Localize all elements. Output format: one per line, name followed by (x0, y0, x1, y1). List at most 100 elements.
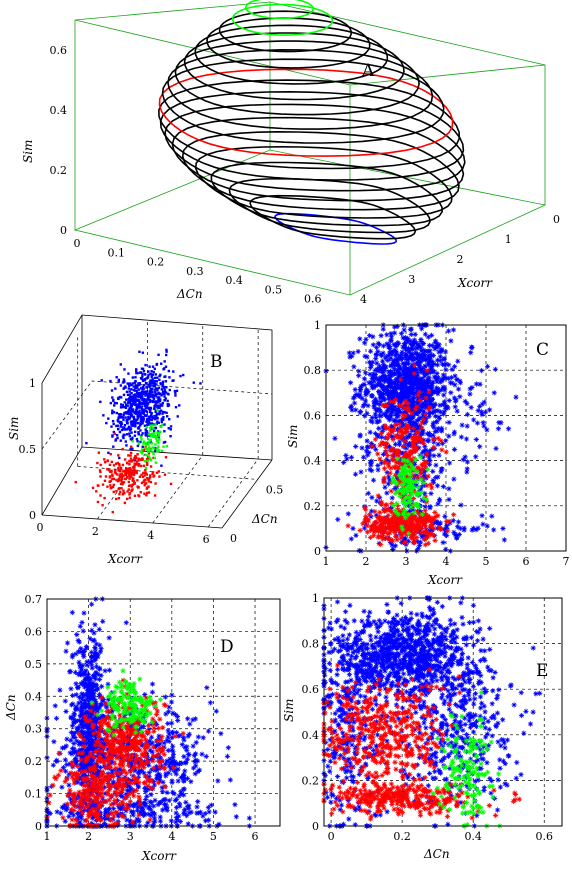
data-point-green (141, 452, 144, 455)
data-point-blue (480, 420, 486, 426)
data-point-blue (195, 768, 201, 775)
data-point-red (118, 474, 122, 478)
data-point-blue (385, 408, 391, 415)
data-point-blue (149, 391, 152, 394)
data-point-red (143, 741, 149, 748)
data-point-blue (392, 404, 398, 410)
data-point-red (414, 508, 420, 514)
data-point-blue (386, 477, 393, 483)
data-point-blue (82, 672, 88, 678)
data-point-red (425, 534, 431, 540)
data-point-blue (151, 390, 154, 394)
data-point-red (133, 466, 136, 469)
data-point-red (138, 733, 145, 739)
data-point-blue (151, 803, 157, 809)
data-point-blue (98, 736, 104, 742)
data-point-red (381, 479, 387, 485)
data-point-green (407, 472, 414, 478)
data-point-blue (412, 410, 419, 416)
data-point-blue (173, 771, 179, 777)
data-point-blue (157, 401, 160, 404)
data-point-blue (353, 391, 359, 398)
data-point-blue (117, 417, 120, 420)
data-point-red (380, 519, 386, 525)
data-point-red (411, 539, 417, 546)
data-point-red (125, 461, 129, 464)
data-point-red (115, 780, 122, 786)
data-point-green (150, 434, 153, 438)
data-point-blue (401, 390, 407, 396)
data-point-blue (116, 766, 123, 772)
data-point-blue (156, 387, 159, 391)
data-point-blue (147, 415, 151, 418)
data-point-blue (181, 811, 187, 817)
x-tick-label: 4 (443, 555, 450, 568)
data-point-blue (385, 353, 391, 359)
data-point-blue (478, 409, 485, 415)
grid-line (152, 454, 204, 524)
data-point-blue (136, 414, 140, 417)
data-point-blue (416, 423, 423, 430)
data-point-blue (163, 440, 167, 444)
data-point-red (412, 527, 419, 533)
data-point-blue (363, 448, 370, 454)
data-point-blue (192, 381, 195, 384)
data-point-blue (62, 757, 68, 763)
data-point-blue (124, 386, 127, 389)
data-point-blue (434, 525, 440, 531)
data-point-blue (388, 331, 394, 337)
data-point-red (424, 516, 431, 522)
data-point-blue (178, 774, 184, 781)
data-point-blue (437, 409, 444, 415)
data-point-green (406, 530, 412, 537)
data-point-blue (88, 740, 94, 746)
data-point-blue (421, 437, 427, 443)
data-point-red (143, 479, 146, 482)
data-point-blue (402, 346, 409, 352)
data-point-blue (144, 406, 147, 409)
data-point-blue (359, 445, 365, 451)
data-point-blue (352, 386, 358, 393)
data-point-red (398, 433, 405, 439)
data-point-green (400, 472, 406, 478)
data-point-blue (385, 481, 391, 487)
data-point-blue (74, 631, 80, 638)
data-point-blue (414, 394, 420, 400)
data-point-blue (153, 417, 157, 421)
data-point-blue (370, 334, 376, 340)
data-point-blue (76, 717, 82, 723)
data-point-blue (77, 747, 83, 753)
data-point-blue (376, 406, 382, 413)
data-point-blue (403, 356, 409, 362)
data-point-green (157, 432, 160, 435)
data-point-blue (414, 422, 420, 428)
data-point-red (388, 465, 394, 471)
data-point-blue (159, 807, 166, 813)
data-point-red (128, 463, 131, 466)
data-point-blue (457, 525, 463, 531)
data-point-blue (153, 776, 160, 782)
data-point-blue (147, 420, 150, 423)
panel-b-z-ticks: 00.51 (19, 377, 37, 522)
data-point-blue (147, 370, 150, 373)
data-point-green (398, 476, 405, 482)
data-point-blue (161, 401, 165, 405)
data-point-blue (119, 439, 122, 442)
data-point-blue (165, 728, 171, 734)
data-point-red (112, 483, 115, 487)
data-point-red (392, 533, 399, 539)
data-point-red (119, 466, 123, 470)
data-point-blue (150, 370, 153, 373)
data-point-blue (116, 774, 122, 780)
data-point-blue (129, 447, 132, 451)
data-point-blue (84, 734, 90, 740)
data-point-blue (149, 422, 152, 425)
data-point-red (435, 513, 441, 519)
data-point-blue (158, 396, 161, 399)
data-point-blue (145, 410, 149, 414)
data-point-blue (358, 383, 364, 389)
data-point-blue (428, 351, 434, 358)
data-point-blue (97, 810, 103, 816)
data-point-blue (185, 733, 191, 739)
data-point-green (399, 524, 405, 530)
